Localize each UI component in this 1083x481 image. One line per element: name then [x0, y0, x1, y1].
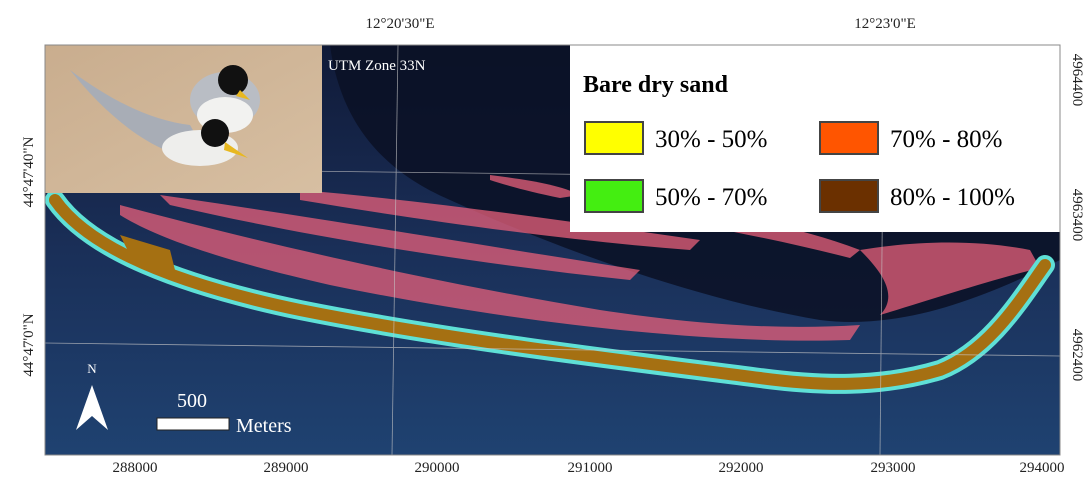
photo-inset	[45, 45, 322, 193]
easting-label: 291000	[568, 460, 613, 476]
longitude-label: 12°23'0"E	[854, 16, 916, 32]
longitude-label: 12°20'30"E	[366, 16, 435, 32]
easting-label: 294000	[1020, 460, 1065, 476]
projection-label: UTM Zone 33N	[328, 58, 426, 74]
easting-label: 293000	[871, 460, 916, 476]
north-label: N	[87, 361, 97, 376]
easting-label: 290000	[415, 460, 460, 476]
latitude-label: 44°47'0"N	[21, 313, 37, 376]
latitude-label: 44°47'40"N	[21, 137, 37, 208]
scale-bar	[156, 417, 230, 431]
coordinate-labels: 12°20'30"E 12°23'0"E 44°47'40"N 44°47'0"N 28…	[21, 16, 1083, 476]
scale-distance: 500	[177, 390, 207, 412]
northing-label: 4964400	[1069, 54, 1083, 107]
scale-unit: Meters	[236, 415, 292, 437]
legend-swatch	[584, 179, 644, 213]
sand-band	[49, 194, 1051, 390]
legend-swatch	[819, 121, 879, 155]
legend-label: 70% - 80%	[890, 126, 1002, 153]
legend-label: 50% - 70%	[655, 184, 767, 211]
legend-title: Bare dry sand	[583, 72, 729, 98]
legend-label: 80% - 100%	[890, 184, 1015, 211]
map-frame: UTM Zone 33N Bare dry sand 30% - 50% 70% …	[45, 45, 1060, 455]
legend-box	[570, 45, 1060, 232]
bird-photo	[70, 65, 260, 166]
northing-label: 4963400	[1069, 189, 1083, 242]
easting-label: 288000	[113, 460, 158, 476]
legend-swatch	[584, 121, 644, 155]
easting-label: 292000	[719, 460, 764, 476]
legend-swatch	[819, 179, 879, 213]
easting-label: 289000	[264, 460, 309, 476]
north-arrow	[76, 385, 108, 430]
map-border	[44, 44, 1061, 456]
legend-label: 30% - 50%	[655, 126, 767, 153]
sand-patch	[120, 235, 175, 270]
pink-streaks	[120, 175, 1040, 341]
legend-items: 30% - 50% 70% - 80% 50% - 70% 80% - 100%	[584, 121, 1015, 213]
northing-label: 4962400	[1069, 329, 1083, 382]
